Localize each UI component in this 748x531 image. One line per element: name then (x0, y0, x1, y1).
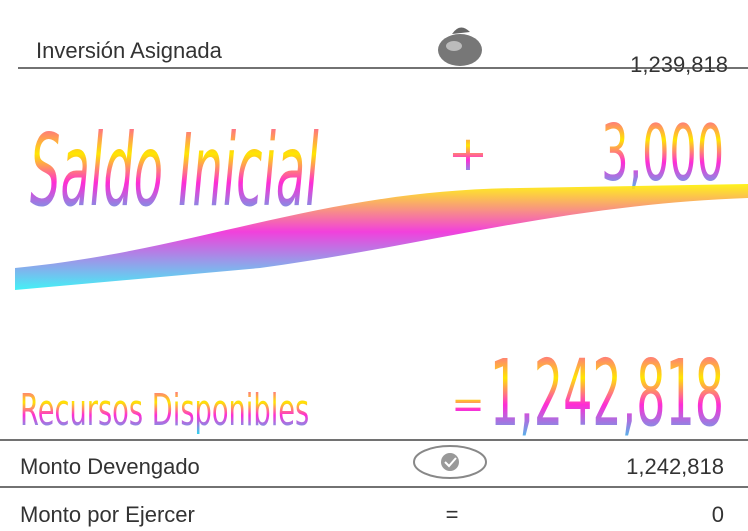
row-amount: 3,000 (601, 108, 724, 198)
row-label: Recursos Disponibles (20, 384, 309, 436)
row-label: Monto Devengado (20, 454, 200, 479)
row-operator: = (446, 502, 459, 527)
money-bag-icon (438, 27, 482, 66)
row-amount: 1,242,818 (626, 454, 724, 479)
row-amount: 1,242,818 (490, 340, 724, 448)
row-amount: 1,239,818 (630, 52, 728, 77)
row-label: Inversión Asignada (36, 38, 223, 63)
stamp-icon (413, 445, 487, 479)
row-label: Saldo Inicial (30, 113, 319, 229)
row-operator: = (451, 382, 485, 428)
color-smear (15, 184, 748, 290)
row-label: Monto por Ejercer (20, 502, 195, 527)
row-operator: + (448, 126, 488, 182)
row-amount: 0 (712, 502, 724, 527)
